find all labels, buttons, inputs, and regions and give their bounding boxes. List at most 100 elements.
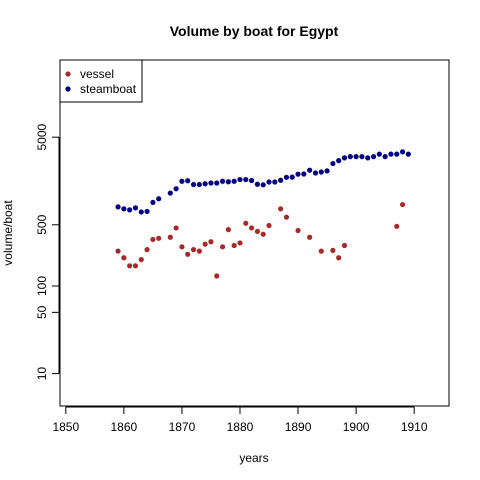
vessel-point <box>254 228 261 235</box>
vessel-point <box>190 247 197 253</box>
steamboat-point <box>312 170 319 176</box>
vessel-point <box>394 223 400 229</box>
steamboat-point <box>179 178 185 184</box>
steamboat-point <box>225 179 231 185</box>
series-steamboat <box>115 149 411 215</box>
steamboat-point <box>399 149 406 155</box>
vessel-point <box>307 234 313 240</box>
steamboat-point <box>260 182 266 188</box>
steamboat-point <box>394 151 400 157</box>
vessel-point <box>208 239 214 245</box>
steamboat-point <box>127 207 133 213</box>
steamboat-point <box>388 151 394 157</box>
steamboat-point <box>336 158 342 164</box>
vessel-point <box>341 242 348 249</box>
y-tick-label: 5000 <box>35 124 49 151</box>
vessel-point <box>167 234 173 240</box>
steamboat-point <box>173 186 179 192</box>
steamboat-point <box>248 177 255 184</box>
steamboat-point <box>150 199 156 206</box>
vessel-point <box>330 247 336 253</box>
x-tick-label: 1880 <box>227 420 254 434</box>
vessel-point <box>295 227 301 234</box>
y-tick-label: 10 <box>35 367 49 381</box>
legend-marker-steamboat <box>65 86 71 92</box>
vessel-point <box>248 225 255 231</box>
steamboat-point <box>185 178 191 184</box>
x-tick-label: 1900 <box>343 420 370 434</box>
steamboat-point <box>283 174 290 180</box>
vessel-point <box>179 244 185 250</box>
vessel-point <box>219 244 226 250</box>
vessel-point <box>185 251 191 257</box>
steamboat-point <box>278 177 284 183</box>
steamboat-point <box>376 151 382 157</box>
plot-frame <box>59 59 450 407</box>
x-tick-label: 1910 <box>401 420 428 434</box>
steamboat-point <box>341 155 348 161</box>
vessel-point <box>260 231 266 237</box>
steamboat-point <box>237 176 243 183</box>
y-tick-label: 50 <box>35 305 49 319</box>
vessel-point <box>156 235 162 241</box>
legend-label-steamboat: steamboat <box>80 82 137 96</box>
steamboat-point <box>219 178 226 184</box>
steamboat-point <box>167 190 173 196</box>
vessel-point <box>121 255 127 261</box>
steamboat-point <box>330 160 336 167</box>
steamboat-point <box>214 180 220 186</box>
vessel-point <box>196 248 202 254</box>
steamboat-point <box>254 181 261 187</box>
steamboat-point <box>347 154 353 160</box>
steamboat-point <box>231 178 237 184</box>
steamboat-point <box>208 180 214 186</box>
steamboat-point <box>405 151 411 157</box>
vessel-point <box>127 263 133 269</box>
vessel-point <box>231 242 237 249</box>
vessel-point <box>336 255 342 261</box>
x-axis: 1850 1860 1870 1880 1890 1900 1910 <box>52 406 428 434</box>
x-tick-label: 1850 <box>52 420 79 434</box>
vessel-point <box>399 201 406 208</box>
steamboat-point <box>121 206 127 212</box>
series-vessel <box>115 201 406 279</box>
vessel-point <box>278 206 284 212</box>
steamboat-point <box>196 181 202 188</box>
vessel-point <box>214 273 220 279</box>
steamboat-point <box>295 171 301 177</box>
steamboat-point <box>318 169 324 175</box>
y-axis-label: volume/boat <box>1 200 15 266</box>
steamboat-point <box>382 154 388 160</box>
steamboat-point <box>243 176 249 183</box>
vessel-point <box>318 248 324 254</box>
vessel-point <box>266 222 272 229</box>
steamboat-point <box>359 154 365 160</box>
legend-marker-vessel <box>65 71 71 77</box>
vessel-point <box>144 247 150 253</box>
vessel-point <box>225 227 231 233</box>
steamboat-point <box>272 179 278 185</box>
steamboat-point <box>289 174 295 180</box>
chart-title: Volume by boat for Egypt <box>170 23 339 39</box>
vessel-point <box>115 248 121 254</box>
x-tick-label: 1860 <box>111 420 138 434</box>
vessel-point <box>138 257 144 263</box>
steamboat-point <box>365 155 371 161</box>
y-axis: 10 50 100 500 5000 <box>35 124 60 381</box>
legend: vessel steamboat <box>59 59 143 103</box>
x-tick-label: 1890 <box>285 420 312 434</box>
x-tick-label: 1870 <box>169 420 196 434</box>
legend-label-vessel: vessel <box>80 67 114 81</box>
vessel-point <box>202 241 208 247</box>
steamboat-point <box>156 196 162 202</box>
steamboat-point <box>266 179 272 185</box>
data-points <box>115 149 411 279</box>
y-tick-label: 500 <box>35 214 49 234</box>
steamboat-point <box>138 209 144 215</box>
vessel-point <box>237 240 243 246</box>
vessel-point <box>150 236 156 243</box>
y-tick-label: 100 <box>35 276 49 296</box>
x-axis-label: years <box>239 451 268 465</box>
vessel-point <box>132 263 139 269</box>
